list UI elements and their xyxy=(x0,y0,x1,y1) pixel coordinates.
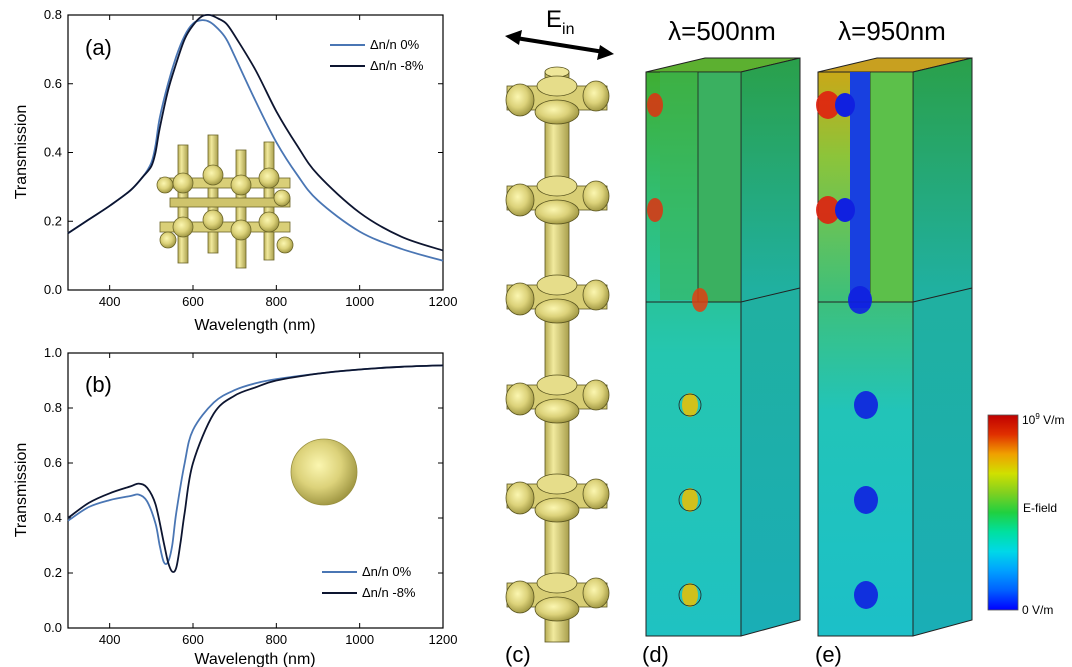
chart-b-series-line-1 xyxy=(68,365,443,572)
panel-label-d: (d) xyxy=(642,642,669,667)
field-hotspot xyxy=(647,198,663,222)
panel-label-a: (a) xyxy=(85,35,112,60)
chart-a-xtick-label: 800 xyxy=(265,294,287,309)
legend-b-label-0: Δn/n 0% xyxy=(362,564,412,579)
field-hotspot xyxy=(692,288,708,312)
lattice-inset-image xyxy=(157,135,293,268)
chart-a-xtick-label: 600 xyxy=(182,294,204,309)
field-map-500nm: λ=500nm (d) xyxy=(642,16,800,667)
field-hotspot xyxy=(835,93,855,117)
chart-b-xtick-label: 1000 xyxy=(345,632,374,647)
colorbar-gradient xyxy=(988,415,1018,610)
chart-b-ytick-label: 0.0 xyxy=(44,620,62,635)
chart-b-xlabel: Wavelength (nm) xyxy=(194,651,315,667)
chart-a-frame xyxy=(68,15,443,290)
legend-b-label-1: Δn/n -8% xyxy=(362,585,416,600)
field-hotspot xyxy=(682,488,698,512)
chart-a-ytick-label: 0.2 xyxy=(44,213,62,228)
chart-b-legend: Δn/n 0% Δn/n -8% xyxy=(322,564,416,600)
rod-node xyxy=(506,76,609,124)
chart-a-xlabel: Wavelength (nm) xyxy=(194,317,315,334)
ein-label: Ein xyxy=(546,6,574,38)
chart-b-ytick-label: 0.4 xyxy=(44,510,62,525)
rod-node xyxy=(506,275,609,323)
field-title-e: λ=950nm xyxy=(838,16,946,46)
colorbar-mid-label: E-field xyxy=(1023,501,1057,515)
chart-b-xtick-label: 1200 xyxy=(429,632,458,647)
chart-a-ytick-label: 0.0 xyxy=(44,282,62,297)
central-rod xyxy=(545,72,569,642)
chart-a: 400 600 800 1000 1200 0.0 0.2 0.4 0.6 0.8 (a) Wav… xyxy=(13,7,457,334)
legend-a-label-0: Δn/n 0% xyxy=(370,37,420,52)
chart-a-ytick-label: 0.4 xyxy=(44,145,62,160)
chart-b-ytick-label: 0.8 xyxy=(44,400,62,415)
chart-b-series xyxy=(68,365,443,572)
colorbar-min-label: 0 V/m xyxy=(1022,603,1053,617)
chart-b-ylabel: Transmission xyxy=(13,443,30,538)
chart-a-ytick-label: 0.6 xyxy=(44,76,62,91)
field-map-950nm: λ=950nm (e) xyxy=(815,16,972,667)
rod-node xyxy=(506,573,609,621)
chart-b-xtick-label: 400 xyxy=(99,632,121,647)
panel-label-e: (e) xyxy=(815,642,842,667)
legend-a-label-1: Δn/n -8% xyxy=(370,58,424,73)
colorbar: 109 V/m E-field 0 V/m xyxy=(988,412,1064,617)
chart-a-ylabel: Transmission xyxy=(13,105,30,200)
panel-label-b: (b) xyxy=(85,372,112,397)
ein-arrow-icon xyxy=(505,30,614,60)
field-title-d: λ=500nm xyxy=(668,16,776,46)
chart-a-ytick-label: 0.8 xyxy=(44,7,62,22)
chart-a-xtick-label: 1000 xyxy=(345,294,374,309)
rod-node xyxy=(506,474,609,522)
field-hotspot xyxy=(854,391,878,419)
chart-b-series-line-0 xyxy=(68,365,443,564)
field-hotspot xyxy=(835,198,855,222)
sphere-inset-image xyxy=(291,439,357,505)
rod-node xyxy=(506,375,609,423)
chart-a-legend: Δn/n 0% Δn/n -8% xyxy=(330,37,424,73)
chart-a-xtick-label: 1200 xyxy=(429,294,458,309)
chart-b-xtick-label: 600 xyxy=(182,632,204,647)
chart-b-ytick-label: 0.2 xyxy=(44,565,62,580)
colorbar-max-label: 109 V/m xyxy=(1022,412,1064,427)
chart-a-xtick-label: 400 xyxy=(99,294,121,309)
panel-label-c: (c) xyxy=(505,642,531,667)
field-hotspot xyxy=(848,286,872,314)
field-hotspot xyxy=(682,583,698,607)
field-hotspot xyxy=(854,486,878,514)
field-hotspot xyxy=(647,93,663,117)
rod-node xyxy=(506,176,609,224)
chart-b-ytick-label: 0.6 xyxy=(44,455,62,470)
field-hotspot xyxy=(682,393,698,417)
field-hotspot xyxy=(854,581,878,609)
chart-b-xtick-label: 800 xyxy=(265,632,287,647)
rod-chain-illustration: Ein (c) xyxy=(505,6,614,667)
chart-b-ytick-label: 1.0 xyxy=(44,345,62,360)
